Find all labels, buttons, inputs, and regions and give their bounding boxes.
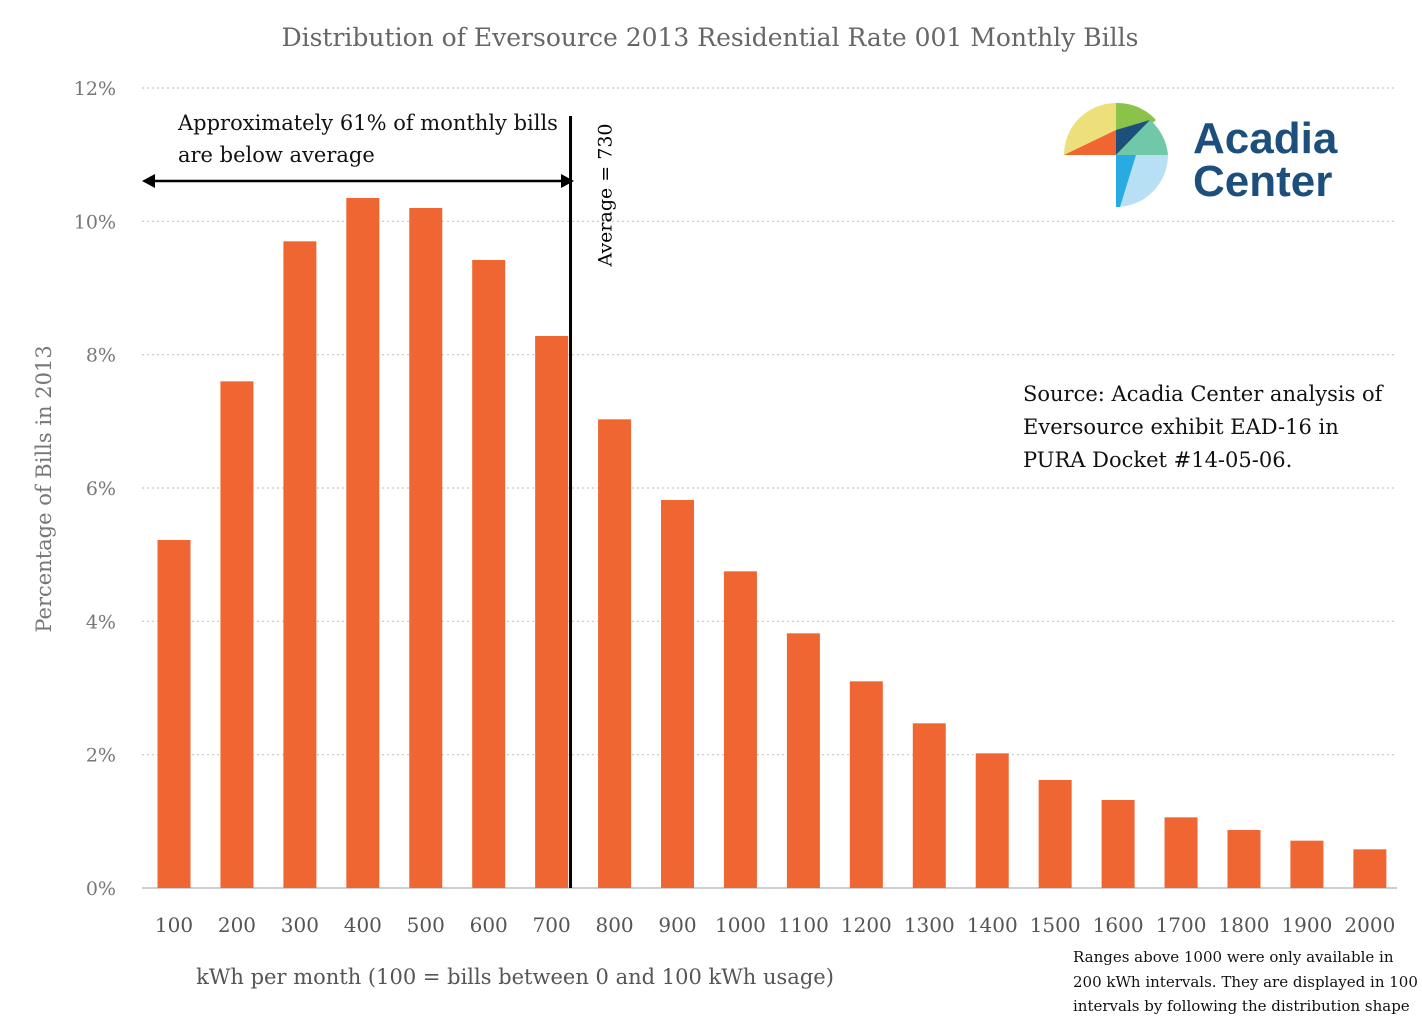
y-axis-label: Percentage of Bills in 2013	[32, 345, 56, 632]
x-tick-label: 800	[595, 913, 633, 937]
below-average-arrow	[142, 174, 574, 188]
x-tick-label: 600	[470, 913, 508, 937]
bar	[1101, 800, 1135, 888]
bar	[723, 571, 757, 888]
bar	[975, 753, 1009, 888]
x-axis-label: kWh per month (100 = bills between 0 and…	[196, 965, 834, 989]
below-average-annotation-line2: are below average	[178, 143, 375, 167]
source-note-line2: Eversource exhibit EAD-16 in	[1023, 415, 1339, 439]
bars	[157, 198, 1387, 889]
x-tick-label: 1900	[1281, 913, 1332, 937]
y-tick-label: 8%	[86, 345, 116, 367]
y-tick-label: 10%	[74, 211, 116, 233]
bar	[1227, 830, 1261, 888]
bar	[535, 336, 569, 888]
logo-text-line1: Acadia	[1193, 114, 1338, 163]
interval-note-line3: intervals by following the distribution …	[1073, 997, 1410, 1015]
bar	[661, 500, 695, 888]
bar	[283, 241, 317, 889]
bar	[1038, 780, 1072, 888]
average-label: Average = 730	[595, 123, 617, 267]
x-tick-label: 400	[344, 913, 382, 937]
y-tick-label: 6%	[86, 478, 116, 500]
acadia-center-logo: Acadia Center	[1064, 102, 1338, 207]
bar	[786, 633, 820, 888]
y-tick-label: 12%	[74, 78, 116, 100]
x-axis-ticks: 100 200 300 400 500 600 700 800 900 1000 1100 1200 1…	[155, 913, 1395, 937]
below-average-annotation-line1: Approximately 61% of monthly bills	[177, 111, 558, 135]
interval-note-line2: 200 kWh intervals. They are displayed in…	[1073, 973, 1418, 991]
x-tick-label: 2000	[1344, 913, 1395, 937]
x-tick-label: 300	[281, 913, 319, 937]
y-tick-label: 2%	[86, 745, 116, 767]
x-tick-label: 100	[155, 913, 193, 937]
x-tick-label: 1200	[841, 913, 892, 937]
x-tick-label: 700	[533, 913, 571, 937]
y-tick-label: 0%	[86, 878, 116, 900]
bar	[409, 208, 443, 888]
x-tick-label: 1700	[1156, 913, 1207, 937]
x-tick-label: 900	[658, 913, 696, 937]
bar	[912, 723, 946, 888]
bar	[346, 198, 380, 888]
x-tick-label: 1100	[778, 913, 829, 937]
x-tick-label: 1000	[715, 913, 766, 937]
bar	[849, 681, 883, 888]
x-tick-label: 1500	[1030, 913, 1081, 937]
x-tick-label: 1600	[1093, 913, 1144, 937]
chart-title: Distribution of Eversource 2013 Resident…	[282, 23, 1139, 52]
x-tick-label: 1300	[904, 913, 955, 937]
bar	[1164, 817, 1198, 888]
bar	[472, 260, 506, 888]
logo-mark-icon	[1064, 102, 1168, 207]
bar	[1353, 849, 1387, 888]
bar	[598, 419, 632, 888]
gridlines	[142, 87, 1397, 756]
source-note-line3: PURA Docket #14-05-06.	[1023, 448, 1292, 472]
x-tick-label: 200	[218, 913, 256, 937]
y-axis-ticks: 0% 2% 4% 6% 8% 10% 12%	[74, 78, 116, 900]
bar	[157, 540, 191, 888]
bar	[1290, 840, 1324, 888]
y-tick-label: 4%	[86, 611, 116, 633]
interval-note-line1: Ranges above 1000 were only available in	[1073, 948, 1394, 966]
x-tick-label: 1800	[1219, 913, 1270, 937]
bar	[220, 381, 254, 888]
x-tick-label: 1400	[967, 913, 1018, 937]
logo-text-line2: Center	[1193, 157, 1332, 206]
source-note-line1: Source: Acadia Center analysis of	[1023, 382, 1385, 406]
x-tick-label: 500	[407, 913, 445, 937]
